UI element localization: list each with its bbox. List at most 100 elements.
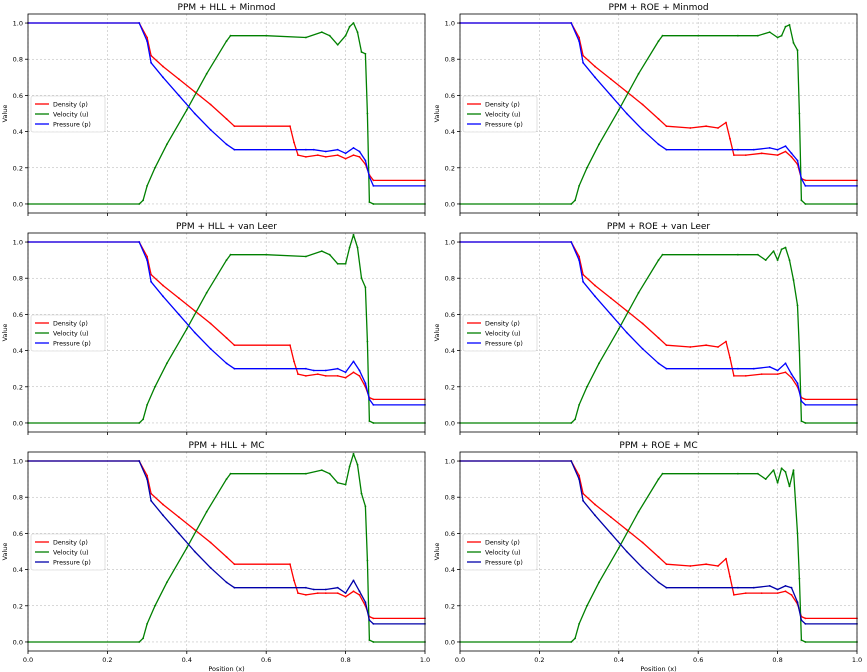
data-point (772, 250, 775, 253)
series-line (28, 460, 425, 620)
y-tick-label: 0.6 (13, 92, 23, 100)
data-point (336, 262, 339, 265)
data-point (305, 594, 307, 596)
subplot-title: PPM + ROE + van Leer (607, 222, 711, 232)
data-point (665, 125, 668, 128)
data-point (146, 185, 149, 187)
data-point (764, 478, 767, 480)
data-point (705, 563, 707, 566)
data-point (233, 586, 236, 589)
data-point (800, 199, 803, 202)
data-point (316, 373, 319, 375)
y-tick-label: 0.2 (13, 164, 23, 172)
data-point (146, 259, 149, 261)
data-point (358, 594, 361, 596)
y-tick-label: 0.4 (13, 566, 23, 574)
data-point (316, 592, 319, 594)
data-point (737, 253, 739, 256)
subplot-title: PPM + ROE + Minmod (608, 3, 708, 13)
data-point (352, 233, 355, 236)
data-point (610, 532, 612, 535)
data-point (570, 641, 573, 643)
data-point (185, 328, 188, 330)
x-tick-label: 0.0 (23, 656, 33, 664)
data-point (790, 373, 793, 375)
data-point (205, 510, 208, 513)
legend-label: Pressure (p) (53, 121, 91, 128)
data-point (233, 148, 236, 151)
data-point (737, 367, 739, 370)
data-point (209, 322, 212, 325)
y-tick-label: 0.2 (445, 602, 455, 610)
data-point (578, 404, 580, 406)
data-point (804, 398, 807, 401)
data-point (344, 592, 347, 594)
x-tick-label: 0.4 (614, 656, 624, 664)
series-line (28, 22, 425, 182)
data-point (800, 639, 803, 641)
plot-frame (27, 232, 426, 433)
legend: Density (ρ) Velocity (u) Pressure (p) (462, 314, 538, 352)
data-point (641, 128, 644, 131)
data-point (320, 250, 323, 253)
data-point (138, 641, 141, 643)
data-point (637, 510, 640, 513)
data-point (578, 36, 580, 39)
data-point (328, 34, 331, 37)
data-point (162, 65, 164, 68)
plot-frame (459, 232, 858, 433)
y-axis-label: Value (433, 105, 441, 123)
data-point (178, 297, 180, 299)
data-point (784, 362, 787, 365)
data-point (657, 478, 660, 480)
data-point (594, 295, 596, 298)
data-point (178, 313, 180, 316)
data-point (297, 373, 299, 375)
data-point (657, 40, 660, 42)
y-tick-label: 0.4 (13, 128, 23, 136)
data-point (328, 253, 331, 256)
data-point (178, 78, 180, 80)
data-point (178, 94, 180, 97)
data-point (289, 344, 291, 347)
legend-label: Velocity (u) (485, 549, 521, 556)
subplot-title: PPM + HLL + Minmod (178, 3, 276, 13)
x-tick-label: 0.6 (261, 656, 271, 664)
data-point (205, 291, 208, 294)
legend: Density (ρ) Velocity (u) Pressure (p) (30, 95, 106, 133)
series-line (460, 241, 857, 406)
data-point (582, 280, 584, 283)
data-point (574, 418, 576, 421)
data-point (625, 331, 628, 334)
data-point (776, 36, 779, 39)
subplot-6: 0.0 0.2 0.4 0.6 0.8 1.0 0.0 0.2 0.4 0.6 0.8 1.0 PPM … (433, 441, 862, 672)
y-tick-label: 0.2 (445, 164, 455, 172)
data-point (661, 472, 664, 475)
data-point (209, 103, 212, 106)
data-point (205, 72, 208, 75)
legend-label: Density (ρ) (485, 320, 520, 327)
data-point (733, 375, 735, 377)
data-point (305, 367, 307, 370)
data-point (328, 472, 331, 475)
data-point (229, 253, 232, 256)
data-point (348, 246, 351, 249)
y-tick-label: 1.0 (445, 239, 455, 247)
data-point (792, 42, 795, 44)
data-point (305, 586, 307, 589)
data-point (372, 422, 375, 424)
data-point (784, 246, 787, 249)
data-point (784, 150, 787, 153)
data-point (625, 550, 628, 553)
data-point (225, 143, 228, 146)
data-point (336, 367, 339, 370)
data-point (360, 51, 363, 53)
data-point (796, 304, 799, 307)
data-point (154, 604, 156, 607)
x-tick-label: 1.0 (852, 656, 862, 664)
data-point (312, 369, 315, 372)
data-point (265, 34, 268, 37)
legend-label: Pressure (p) (485, 121, 523, 128)
legend: Density (ρ) Velocity (u) Pressure (p) (30, 314, 106, 352)
legend-box (30, 533, 106, 571)
